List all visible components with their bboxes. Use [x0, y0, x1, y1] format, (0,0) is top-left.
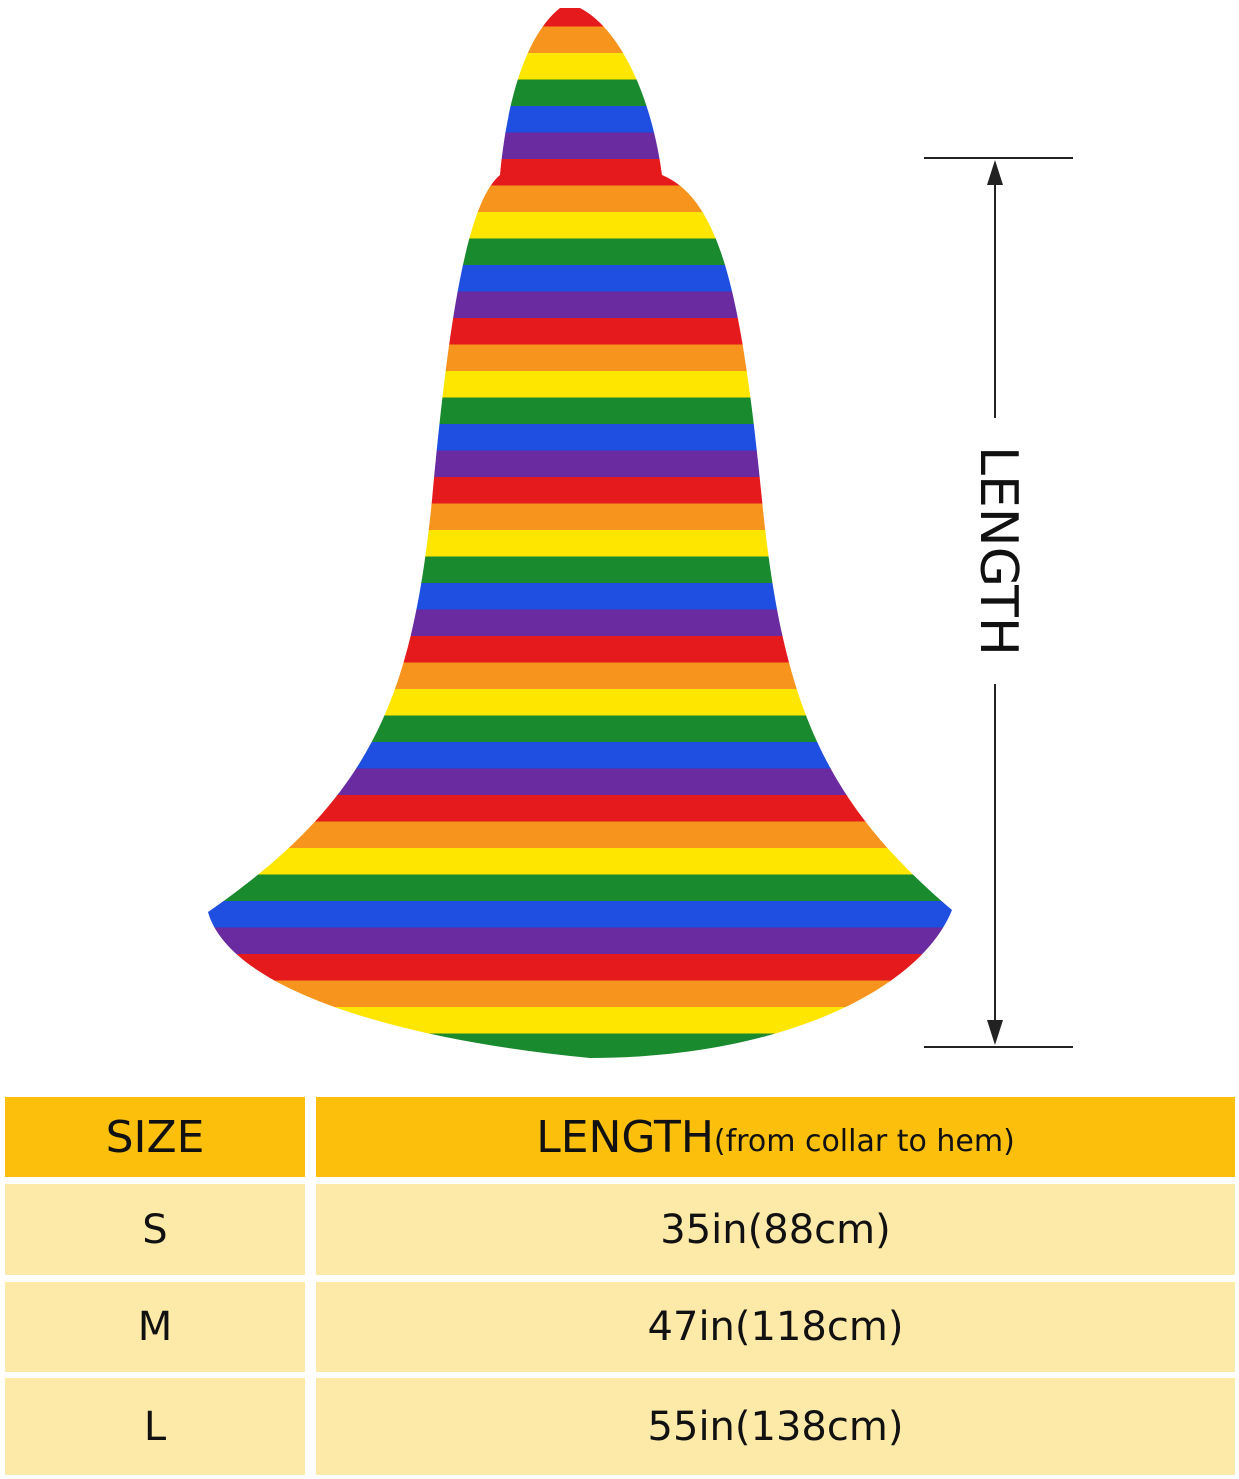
stripe — [208, 318, 952, 345]
stripe — [208, 556, 952, 584]
measure-label: LENGTH — [968, 446, 1028, 656]
header-size: SIZE — [5, 1097, 305, 1177]
header-text: SIZE — [105, 1111, 205, 1163]
stripe — [208, 26, 952, 54]
header-note: (from collar to hem) — [713, 1123, 1015, 1159]
stripe — [208, 530, 952, 557]
stripe — [208, 609, 952, 637]
stripe — [208, 106, 952, 133]
stripe — [208, 742, 952, 769]
stripe — [208, 424, 952, 451]
header-text: LENGTH — [536, 1111, 714, 1163]
stripe — [208, 371, 952, 398]
stripe — [208, 583, 952, 610]
stripe — [208, 265, 952, 292]
stripe — [0, 1087, 1239, 1091]
cloak — [0, 8, 1239, 1091]
stripe — [208, 715, 952, 743]
stripe — [208, 291, 952, 319]
stripe — [208, 954, 952, 981]
stripe — [208, 185, 952, 213]
stripe — [208, 132, 952, 160]
size-cell: L — [5, 1378, 305, 1475]
product-illustration: LENGTH — [0, 8, 1239, 1091]
arrow-head — [987, 1020, 1003, 1045]
stripe — [208, 79, 952, 107]
length-cell: 47in(118cm) — [316, 1282, 1235, 1372]
stripe — [208, 450, 952, 478]
stripe — [208, 8, 952, 27]
length-cell: 35in(88cm) — [316, 1184, 1235, 1275]
stripe — [208, 874, 952, 902]
stripe — [208, 901, 952, 928]
stripe — [208, 662, 952, 690]
arrow-head — [987, 160, 1003, 185]
stripe — [208, 1007, 952, 1034]
stripe — [208, 795, 952, 822]
stripe — [208, 238, 952, 266]
stripe — [208, 689, 952, 716]
stripe — [208, 344, 952, 372]
stripe — [208, 503, 952, 531]
stripe — [208, 848, 952, 875]
stripe — [208, 159, 952, 186]
stripe — [0, 1060, 1239, 1087]
stripe — [208, 53, 952, 80]
size-cell: S — [5, 1184, 305, 1275]
stripe — [208, 768, 952, 796]
stripe — [208, 212, 952, 239]
stripe — [208, 636, 952, 663]
size-cell: M — [5, 1282, 305, 1372]
stripe — [208, 397, 952, 425]
header-length: LENGTH (from collar to hem) — [316, 1097, 1235, 1177]
stripe — [208, 821, 952, 849]
stripe — [208, 927, 952, 955]
length-cell: 55in(138cm) — [316, 1378, 1235, 1475]
stripe — [208, 980, 952, 1008]
stripe — [208, 477, 952, 504]
